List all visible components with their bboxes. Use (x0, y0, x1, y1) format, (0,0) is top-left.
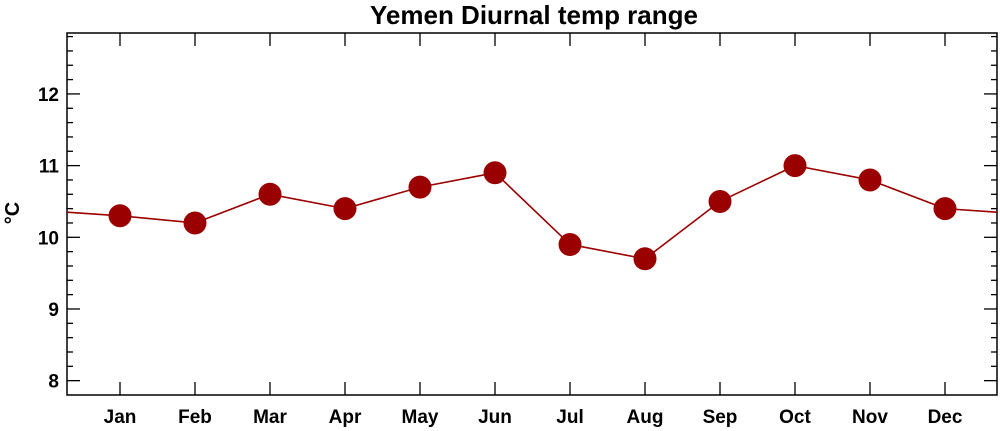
data-point (708, 189, 732, 213)
data-point (408, 175, 432, 199)
y-axis-ticks: 8 9 10 11 12 (38, 35, 997, 393)
data-point (483, 161, 507, 185)
x-tick-label: Nov (852, 407, 888, 428)
x-tick-label: Aug (627, 407, 664, 428)
series-segment (719, 164, 796, 203)
series-segment (494, 172, 571, 246)
y-axis-label: °C (2, 202, 24, 224)
series-line (66, 164, 998, 260)
y-tick-label: 11 (39, 157, 60, 178)
data-point (333, 197, 357, 221)
series-segment (569, 243, 646, 260)
x-tick-label: Jun (478, 407, 512, 428)
y-tick-label: 8 (48, 372, 59, 393)
data-point (558, 232, 582, 256)
series-segment (344, 186, 421, 210)
x-tick-label: May (402, 407, 439, 428)
series-segment (419, 171, 496, 188)
y-tick-label: 10 (38, 228, 59, 249)
x-tick-label: Oct (779, 407, 811, 428)
y-tick-label: 9 (48, 300, 59, 321)
series-segment (794, 164, 871, 181)
x-tick-label: Sep (703, 407, 738, 428)
data-point (258, 182, 282, 206)
x-axis-ticks: Jan Feb Mar Apr May Jun Jul Aug Sep Oct Nov Dec (104, 33, 963, 428)
series-points (108, 154, 957, 271)
x-tick-label: Dec (928, 407, 963, 428)
y-tick-label: 12 (38, 85, 59, 106)
chart-title: Yemen Diurnal temp range (370, 0, 698, 30)
x-tick-label: Mar (253, 407, 287, 428)
series-segment (869, 179, 946, 210)
data-point (783, 154, 807, 178)
x-tick-label: Feb (178, 407, 212, 428)
x-tick-label: Jul (556, 407, 583, 428)
series-segment (644, 200, 721, 260)
series-segment (119, 214, 196, 224)
data-point (858, 168, 882, 192)
data-point (633, 247, 657, 271)
plot-frame (66, 32, 998, 396)
x-tick-label: Apr (329, 407, 362, 428)
series-segment (269, 193, 346, 210)
x-tick-label: Jan (104, 407, 137, 428)
data-point (933, 197, 957, 221)
data-point (183, 211, 207, 235)
series-segment (194, 193, 271, 224)
data-point (108, 204, 132, 228)
